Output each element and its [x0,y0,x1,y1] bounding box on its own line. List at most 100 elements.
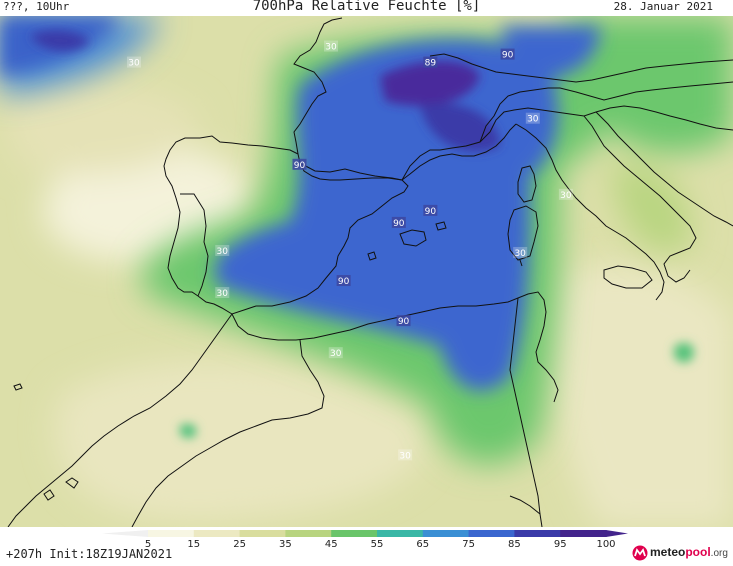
north-africa-coast [231,291,559,403]
contour-label: 30 [398,449,413,461]
contour-label-text: 90 [398,317,410,327]
colorbar-tick-label: 55 [371,539,384,547]
colorbar-tick-label: 85 [508,539,521,547]
iberia-coast [163,135,409,315]
contour-label-text: 30 [399,451,411,461]
meteopool-logo: meteopool.org [632,544,732,564]
colorbar-cell [514,530,561,537]
contour-label-bg [324,40,339,52]
ibiza [367,251,377,261]
contour-label: 90 [423,204,438,217]
contour-label-text: 30 [527,115,539,125]
alps-border-2 [479,81,733,143]
pyrenees-border [299,162,403,181]
valid-time: ???, 10Uhr [3,0,70,13]
colorbar-labels: 5 15 25 35 45 55 65 75 85 95 100 [145,539,616,547]
colorbar-tick-label: 100 [596,539,615,547]
contour-label-text: 30 [217,247,229,257]
colorbar: 5 15 25 35 45 55 65 75 85 95 100 [102,530,628,547]
contour-label: 90 [336,275,351,287]
sardinia [507,205,539,261]
contour-label-bg [215,287,230,299]
morocco-atlantic-coast [7,313,233,527]
contour-label: 30 [126,56,141,69]
contour-label-bg [423,56,438,68]
algeria-tunisia-border [509,297,543,527]
contour-label-text: 30 [128,59,140,69]
footer: 5 15 25 35 45 55 65 75 85 95 100 +207h Init:18Z19J… [0,527,733,566]
brand-tld: .org [710,548,728,559]
contour-label-bg [500,48,515,60]
contour-label-bg [292,158,307,170]
chart-title: 700hPa Relative Feuchte [%] [252,0,481,14]
contour-label-text: 90 [338,277,350,287]
contour-label: 30 [328,347,343,359]
contour-label-text: 30 [325,43,337,53]
contour-label: 30 [215,287,230,299]
colorbar-cell [560,530,607,537]
contour-label-text: 30 [330,349,342,359]
sicily [603,265,653,289]
contour-label-text: 90 [393,219,405,229]
contour-label-bg [126,56,141,68]
contour-label-text: 30 [560,191,572,201]
contour-label: 90 [500,48,515,61]
algeria-libya-border [509,495,541,515]
contour-label-bg [525,112,540,124]
contour-label-bg [396,315,411,327]
field-saturated [30,30,695,438]
croatia-coast [595,111,733,227]
contour-label-bg [328,347,343,359]
contour-label: 90 [391,216,406,229]
colorbar-cell [377,530,424,537]
contour-label: 30 [215,244,230,257]
colorbar-cell [148,530,195,537]
italy-east-coast [583,115,697,283]
north-border [429,53,733,83]
italy-west-coast [515,123,665,301]
humidity-map: 30 30 89 90 30 90 30 90 90 30 30 90 30 90 30 30 [0,16,733,527]
corsica [517,165,537,203]
canary-1 [65,477,79,489]
contour-label-bg [215,244,230,256]
contour-label-text: 90 [294,161,306,171]
mallorca [399,229,427,247]
colorbar-tick-label: 95 [554,539,567,547]
contour-label: 30 [324,40,339,53]
contour-label-text: 90 [425,207,437,217]
header-bar: ???, 10Uhr 700hPa Relative Feuchte [%] 2… [0,0,733,16]
contour-label-bg [558,188,573,200]
contour-label: 90 [292,158,307,171]
colorbar-tick-label: 5 [145,539,151,547]
colorbar-cell [285,530,332,537]
menorca [435,221,447,231]
contour-label: 90 [396,315,411,327]
brand-pre: meteo [650,545,686,559]
contour-label-text: 89 [425,59,437,69]
canary-2 [43,489,55,501]
meteopool-wordmark: meteopool.org [650,545,728,559]
contour-label-bg [423,204,438,216]
contour-label: 30 [525,112,540,125]
contour-label-bg [513,246,528,258]
colorbar-cell [331,530,378,537]
colorbar-tick-label: 15 [187,539,200,547]
colorbar-tick-label: 25 [233,539,246,547]
field-dry [0,84,733,527]
contour-label-text: 30 [217,289,229,299]
colorbar-high-arrow [606,530,628,537]
colorbar-cell [422,530,470,537]
contour-label-text: 90 [502,51,514,61]
colorbar-cell [193,530,241,537]
contour-label-bg [398,449,413,461]
contour-label: 89 [423,56,438,69]
colorbar-tick-label: 65 [416,539,429,547]
algeria-morocco-border [131,339,325,527]
contour-label-text: 30 [514,249,526,259]
contour-label-bg [336,275,351,287]
alps-border [401,105,733,181]
france-coast [293,17,343,155]
colorbar-cell [468,530,515,537]
colorbar-tick-label: 75 [462,539,475,547]
colorbar-cell [239,530,286,537]
